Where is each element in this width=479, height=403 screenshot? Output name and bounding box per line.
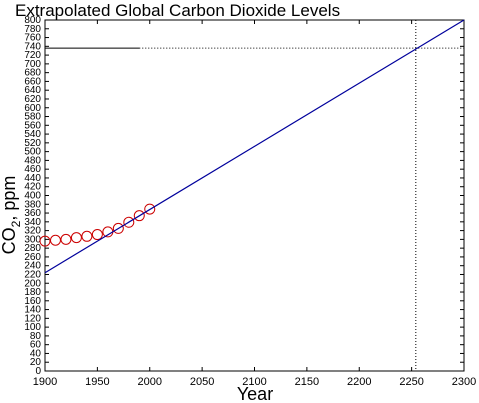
y-tick-label: 720 — [24, 50, 41, 61]
y-tick-label: 680 — [24, 68, 41, 79]
x-tick-label: 2300 — [452, 376, 476, 388]
y-tick-label: 600 — [24, 103, 41, 114]
x-tick-label: 2050 — [190, 376, 214, 388]
y-tick-label: 760 — [24, 33, 41, 44]
y-tick-label: 60 — [30, 340, 42, 351]
y-tick-label: 240 — [24, 261, 41, 272]
y-tick-label: 520 — [24, 138, 41, 149]
y-axis-label-subscript: 2 — [9, 220, 23, 227]
y-tick-label: 620 — [24, 94, 41, 105]
y-tick-label: 20 — [30, 357, 42, 368]
y-tick-label: 800 — [24, 15, 41, 26]
y-tick-label: 160 — [24, 296, 41, 307]
y-tick-label: 500 — [24, 147, 41, 158]
data-point — [39, 235, 51, 247]
chart-title: Extrapolated Global Carbon Dioxide Level… — [15, 1, 340, 20]
x-tick-label: 2100 — [242, 376, 266, 388]
y-tick-label: 300 — [24, 234, 41, 245]
y-tick-label: 580 — [24, 112, 41, 123]
y-tick-label: 340 — [24, 217, 41, 228]
y-tick-label: 480 — [24, 155, 41, 166]
y-tick-label: 780 — [24, 24, 41, 35]
x-tick-label: 1900 — [33, 376, 57, 388]
y-tick-label: 200 — [24, 278, 41, 289]
y-tick-label: 120 — [24, 313, 41, 324]
y-axis-label: CO2, ppm — [0, 176, 23, 255]
y-tick-label: 100 — [24, 322, 41, 333]
data-point — [49, 234, 61, 246]
y-axis-label-unit: , ppm — [0, 176, 19, 221]
plot-frame — [44, 19, 465, 372]
y-tick-label: 220 — [24, 269, 41, 280]
data-point — [133, 210, 145, 222]
data-point — [60, 233, 72, 245]
y-tick-label: 0 — [35, 366, 41, 377]
y-tick-label: 640 — [24, 85, 41, 96]
y-tick-label: 360 — [24, 208, 41, 219]
y-tick-label: 320 — [24, 226, 41, 237]
data-point — [123, 216, 135, 228]
y-tick-label: 140 — [24, 305, 41, 316]
y-tick-label: 280 — [24, 243, 41, 254]
y-tick-label: 700 — [24, 59, 41, 70]
y-tick-label: 740 — [24, 41, 41, 52]
y-tick-label: 180 — [24, 287, 41, 298]
data-point — [144, 203, 156, 215]
x-tick-label: 2150 — [295, 376, 319, 388]
x-tick-label: 1950 — [85, 376, 109, 388]
y-tick-label: 540 — [24, 129, 41, 140]
data-point — [81, 230, 93, 242]
y-tick-label: 260 — [24, 252, 41, 263]
y-tick-label: 420 — [24, 182, 41, 193]
x-tick-label: 2000 — [138, 376, 162, 388]
y-tick-label: 40 — [30, 348, 42, 359]
y-tick-label: 400 — [24, 191, 41, 202]
plot-area: 0204060801001201401601802002202402602803… — [24, 15, 476, 388]
y-tick-label: 560 — [24, 120, 41, 131]
y-tick-label: 440 — [24, 173, 41, 184]
x-tick-label: 2200 — [347, 376, 371, 388]
data-point — [70, 232, 82, 244]
data-point — [91, 229, 103, 241]
y-tick-label: 660 — [24, 76, 41, 87]
x-tick-label: 2250 — [399, 376, 423, 388]
data-point — [112, 222, 124, 234]
y-tick-label: 460 — [24, 164, 41, 175]
extrapolation-line — [44, 19, 465, 274]
x-axis-label: Year — [237, 384, 273, 403]
y-tick-label: 380 — [24, 199, 41, 210]
y-tick-label: 80 — [30, 331, 42, 342]
y-axis-label-main: CO — [0, 227, 19, 254]
